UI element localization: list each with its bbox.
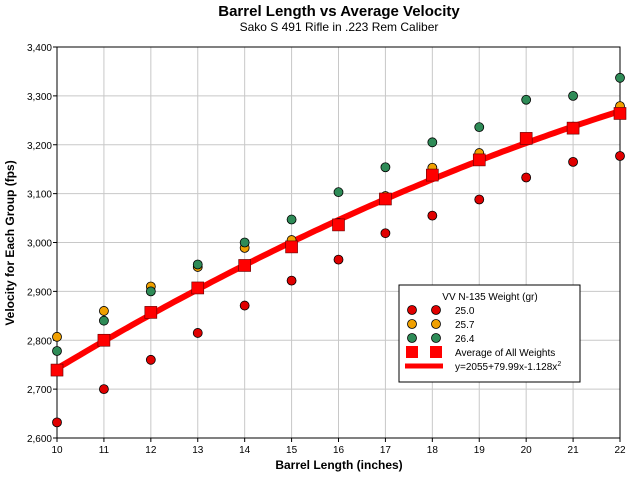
data-point: [427, 210, 438, 221]
data-point: [99, 306, 109, 316]
x-tick-label: 21: [568, 445, 580, 456]
series-26-4: [52, 72, 625, 356]
data-point: [521, 94, 532, 105]
data-point: [145, 354, 156, 365]
series-average: [50, 107, 627, 377]
average-point: [50, 363, 64, 377]
data-point: [286, 275, 297, 286]
x-tick-label: 10: [51, 445, 63, 456]
y-tick-label: 2,800: [27, 336, 52, 347]
legend: VV N-135 Weight (gr) 25.0 25.7 26.4 Average…: [398, 284, 581, 383]
data-point: [192, 259, 203, 270]
legend-title: VV N-135 Weight (gr): [442, 292, 537, 303]
legend-label: 25.0: [455, 306, 475, 317]
average-point: [191, 281, 205, 295]
data-point: [568, 156, 578, 167]
x-tick-label: 13: [192, 445, 204, 456]
data-point: [474, 194, 485, 205]
data-point: [521, 172, 532, 183]
marks-layer: [50, 72, 627, 428]
y-axis-label: Velocity for Each Group (fps): [3, 160, 17, 325]
legend-trendline-label: y=2055+79.99x-1.128x2: [455, 361, 561, 373]
data-point: [568, 90, 578, 101]
data-point: [239, 237, 250, 248]
average-point: [566, 121, 580, 135]
data-point: [52, 331, 62, 342]
tick-labels: 10 11 12 13 14 15 16 17 18 19 20 21 22 2,600 2,700 2,80…: [27, 43, 626, 456]
y-tick-label: 3,100: [27, 190, 52, 201]
x-tick-label: 17: [380, 445, 392, 456]
data-point: [239, 300, 250, 311]
average-point: [519, 132, 533, 145]
legend-marker-square: [430, 346, 442, 358]
legend-label: 25.7: [455, 320, 475, 331]
data-point: [145, 286, 156, 297]
data-point: [52, 346, 62, 356]
average-point: [379, 192, 392, 206]
average-point: [332, 218, 345, 232]
series-25-0: [52, 151, 625, 428]
x-tick-label: 16: [333, 445, 345, 456]
x-tick-label: 19: [474, 445, 486, 456]
data-point: [286, 214, 297, 225]
y-tick-label: 2,600: [27, 434, 52, 445]
x-tick-label: 14: [239, 445, 251, 456]
data-point: [474, 122, 485, 133]
legend-marker-square: [406, 346, 418, 358]
average-point: [97, 333, 111, 347]
data-point: [333, 254, 344, 265]
y-tick-label: 2,700: [27, 385, 52, 396]
x-tick-label: 12: [145, 445, 157, 456]
data-point: [427, 137, 438, 148]
average-point: [285, 240, 298, 254]
data-point: [99, 315, 109, 326]
legend-marker-circle: [407, 319, 417, 329]
x-tick-label: 15: [286, 445, 298, 456]
trendline-exponent: 2: [557, 361, 561, 368]
y-tick-label: 2,900: [27, 287, 52, 298]
x-tick-label: 18: [427, 445, 439, 456]
average-point: [144, 306, 158, 319]
average-point: [613, 107, 627, 120]
y-tick-label: 3,400: [27, 43, 52, 54]
data-point: [192, 328, 203, 338]
data-point: [99, 384, 109, 395]
chart-subtitle: Sako S 491 Rifle in .223 Rem Caliber: [240, 20, 439, 34]
data-point: [333, 187, 344, 198]
data-point: [615, 151, 625, 161]
y-tick-label: 3,200: [27, 141, 52, 152]
legend-marker-circle: [431, 333, 441, 343]
average-point: [238, 259, 251, 272]
legend-items: 25.0 25.7 26.4 Average of All Weights y=2055…: [405, 305, 561, 373]
data-point: [380, 162, 391, 173]
x-tick-label: 11: [99, 445, 110, 456]
x-axis-label: Barrel Length (inches): [275, 458, 402, 472]
legend-marker-circle: [431, 319, 441, 329]
x-tick-label: 22: [614, 445, 626, 456]
data-point: [615, 72, 625, 83]
legend-marker-circle: [407, 333, 417, 343]
data-point: [52, 417, 62, 428]
legend-label: Average of All Weights: [455, 348, 555, 359]
legend-label: 26.4: [455, 334, 475, 345]
data-point: [380, 228, 391, 239]
legend-marker-circle: [407, 305, 417, 315]
average-point: [426, 168, 439, 182]
chart-title: Barrel Length vs Average Velocity: [218, 3, 460, 20]
y-tick-label: 3,000: [27, 239, 52, 250]
average-point: [472, 153, 486, 167]
legend-marker-circle: [431, 305, 441, 315]
x-tick-label: 20: [521, 445, 533, 456]
y-tick-label: 3,300: [27, 92, 52, 103]
